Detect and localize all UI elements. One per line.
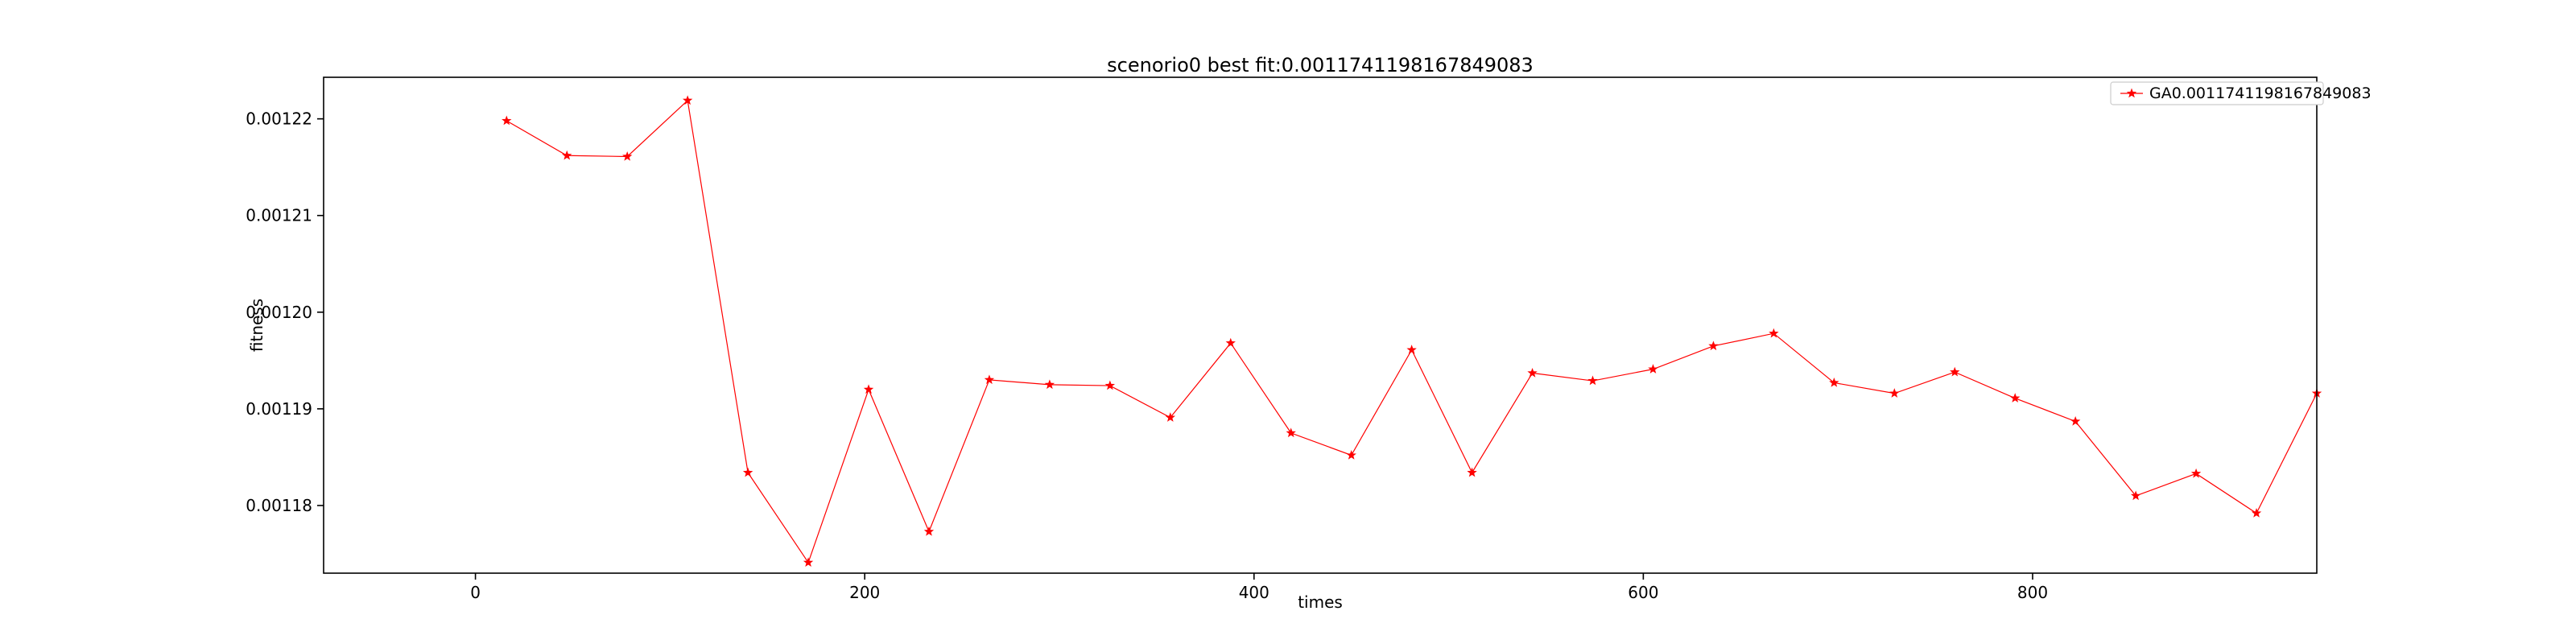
data-point-star [2251, 508, 2262, 518]
y-tick-label: 0.00119 [246, 399, 312, 419]
y-axis-ticks: 0.00118 0.00119 0.00120 0.00121 0.00122 [246, 109, 324, 515]
legend-box [2110, 81, 2324, 105]
data-point-star [803, 557, 814, 568]
data-point-star [863, 384, 874, 394]
data-point-star [1346, 450, 1356, 460]
data-point-star [1527, 367, 1538, 378]
data-point-star [2190, 468, 2202, 478]
data-point-star [2070, 415, 2081, 426]
data-point-star [923, 526, 935, 536]
x-tick-label: 800 [2017, 583, 2048, 602]
data-point-star [502, 115, 512, 126]
legend: GA0.0011741198167849083 [2110, 81, 2372, 105]
data-point-star [984, 374, 995, 385]
data-point-star [622, 151, 633, 161]
data-point-star [1708, 341, 1719, 351]
x-axis-label: times [1298, 592, 1343, 612]
data-point-star [1286, 427, 1296, 438]
plot-area-frame [323, 76, 2318, 574]
data-point-star [1104, 380, 1116, 390]
x-tick-label: 600 [1628, 583, 1658, 602]
data-point-star [562, 150, 572, 160]
data-point-star [682, 95, 693, 105]
data-point-star [742, 467, 753, 477]
data-point-star [1587, 375, 1598, 386]
data-point-star [1406, 345, 1417, 354]
x-tick-label: 200 [849, 583, 880, 602]
data-point-star [2130, 490, 2141, 501]
data-point-star [1889, 388, 1900, 398]
data-point-star [1165, 412, 1175, 422]
series-line [506, 99, 2318, 564]
data-point-star [1950, 366, 1960, 377]
x-tick-label: 400 [1239, 583, 1269, 602]
legend-star-marker [2126, 88, 2137, 98]
chart-title: scenorio0 best fit:0.0011741198167849083 [1107, 54, 1534, 76]
y-tick-label: 0.00121 [246, 206, 312, 225]
y-axis-label: fitness [247, 299, 266, 352]
x-tick-label: 0 [470, 583, 481, 602]
data-point-star [1044, 379, 1055, 390]
series-points [502, 95, 2322, 568]
x-axis-ticks: 0 200 400 600 800 [470, 573, 2048, 602]
y-tick-label: 0.00118 [246, 496, 312, 515]
y-tick-label: 0.00120 [246, 303, 312, 322]
data-point-star [1829, 377, 1839, 387]
data-point-star [1467, 467, 1477, 477]
data-point-star [2010, 393, 2021, 402]
data-point-star [1769, 328, 1779, 338]
legend-label: GA0.0011741198167849083 [2149, 85, 2372, 102]
data-point-star [1225, 337, 1236, 348]
data-point-star [1648, 364, 1658, 374]
y-tick-label: 0.00122 [246, 109, 312, 129]
